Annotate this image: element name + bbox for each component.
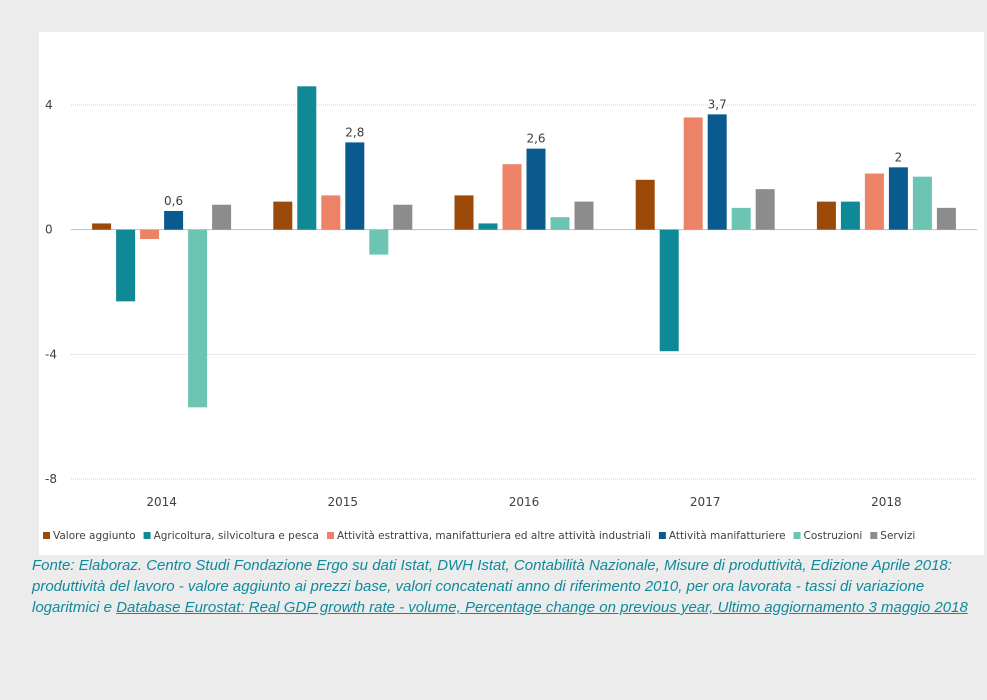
- bar: [574, 201, 594, 230]
- bar: [840, 201, 860, 230]
- bar: [683, 117, 703, 230]
- legend-label: Costruzioni: [804, 530, 863, 542]
- legend-label: Attività estrattiva, manifatturiera ed a…: [337, 530, 651, 542]
- bar: [635, 179, 655, 230]
- legend-swatch: [43, 532, 50, 539]
- bar: [707, 114, 727, 230]
- bar: [188, 229, 208, 408]
- bar: [321, 195, 341, 230]
- bar: [393, 204, 413, 230]
- legend-swatch: [793, 532, 801, 539]
- x-tick-label: 2016: [509, 495, 540, 509]
- legend-swatch: [143, 532, 151, 539]
- bar: [369, 229, 389, 255]
- legend-label: Attività manifatturiere: [669, 530, 786, 542]
- source-caption: Fonte: Elaboraz. Centro Studi Fondazione…: [32, 555, 972, 618]
- bar-chart: 4 0 -4 -8 2014 2015 2016 2017 2018 0,6 2,8 2,6 3,7 2 V…: [43, 86, 977, 542]
- bar: [502, 164, 522, 230]
- bar: [140, 229, 160, 240]
- figure-panel: 4 0 -4 -8 2014 2015 2016 2017 2018 0,6 2,8 2,6 3,7 2 V…: [11, 10, 984, 690]
- x-tick-label: 2015: [328, 495, 359, 509]
- y-tick-label: -8: [45, 472, 57, 486]
- bar: [212, 204, 232, 230]
- legend-swatch: [326, 532, 334, 539]
- legend-label: Agricoltura, silvicoltura e pesca: [154, 530, 319, 542]
- x-tick-label: 2017: [690, 495, 721, 509]
- y-tick-label: 0: [45, 223, 53, 237]
- eurostat-link[interactable]: Database Eurostat: Real GDP growth rate …: [116, 599, 968, 616]
- bar: [864, 173, 884, 230]
- bar: [297, 86, 317, 230]
- bar: [454, 195, 474, 230]
- data-label: 2: [895, 150, 903, 164]
- bar: [478, 223, 498, 230]
- x-tick-label: 2014: [146, 495, 177, 509]
- bar: [273, 201, 293, 230]
- bar: [116, 229, 136, 302]
- caption-text: Fonte: Elaboraz. Centro Studi Fondazione…: [32, 557, 952, 616]
- data-label: 3,7: [708, 97, 727, 111]
- bar: [659, 229, 679, 352]
- data-label: 2,6: [526, 132, 545, 146]
- y-tick-label: -4: [45, 347, 57, 361]
- legend-swatch: [870, 532, 878, 539]
- x-tick-label: 2018: [871, 495, 902, 509]
- y-tick-label: 4: [45, 98, 53, 112]
- chart-card: 4 0 -4 -8 2014 2015 2016 2017 2018 0,6 2,8 2,6 3,7 2 V…: [39, 32, 984, 555]
- bar: [164, 210, 184, 230]
- bar: [526, 148, 546, 230]
- bar: [731, 207, 751, 230]
- bar: [755, 189, 775, 230]
- bar: [816, 201, 836, 230]
- data-label: 0,6: [164, 194, 183, 208]
- bar: [345, 142, 365, 230]
- legend-label: Valore aggiunto: [53, 530, 136, 542]
- bar: [92, 223, 112, 230]
- data-label: 2,8: [345, 125, 364, 139]
- bar: [550, 217, 570, 230]
- legend-label: Servizi: [880, 530, 915, 542]
- bar: [912, 176, 932, 230]
- bar: [888, 167, 908, 230]
- bar: [936, 207, 956, 230]
- legend-swatch: [658, 532, 666, 539]
